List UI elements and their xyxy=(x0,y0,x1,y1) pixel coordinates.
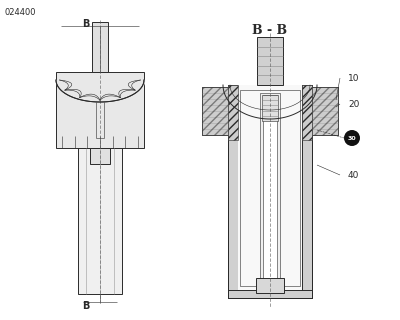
Bar xyxy=(228,85,238,140)
Bar xyxy=(260,93,280,283)
Text: 40: 40 xyxy=(348,171,359,180)
Text: 20: 20 xyxy=(348,100,359,108)
Bar xyxy=(312,87,338,135)
Bar xyxy=(90,148,110,164)
Bar xyxy=(202,87,228,135)
Bar xyxy=(257,37,283,85)
Text: 10: 10 xyxy=(348,74,360,83)
Bar xyxy=(78,148,122,294)
Bar xyxy=(262,95,278,121)
Bar xyxy=(302,85,312,298)
Text: B: B xyxy=(82,19,90,29)
Text: B: B xyxy=(82,301,90,311)
Bar xyxy=(56,72,144,148)
Bar xyxy=(312,87,338,135)
Bar xyxy=(256,278,284,293)
Text: 30: 30 xyxy=(348,135,356,140)
Text: B - B: B - B xyxy=(252,23,288,36)
Bar xyxy=(228,290,312,298)
Bar xyxy=(228,85,238,298)
Text: 024400: 024400 xyxy=(4,8,36,17)
Bar xyxy=(263,95,277,281)
Bar xyxy=(240,90,300,286)
Bar xyxy=(302,85,312,140)
Circle shape xyxy=(344,130,360,146)
Bar xyxy=(92,22,108,72)
Bar xyxy=(238,85,302,290)
Bar xyxy=(202,87,228,135)
